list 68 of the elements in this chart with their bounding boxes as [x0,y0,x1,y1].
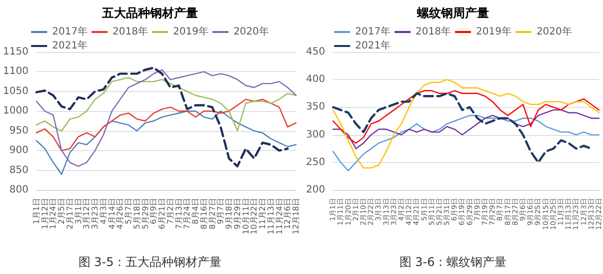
x-tick-label: 2月17日 [65,198,74,230]
y-tick-label: 950 [9,125,28,136]
x-tick-label: 7月2日 [166,198,175,224]
x-tick-label: 2月5日 [57,198,66,224]
legend-label: 2021年 [355,40,391,52]
y-tick-label: 350 [306,102,326,113]
line-series [332,92,592,164]
legend-label: 2019年 [476,26,512,38]
y-tick-label: 1100 [2,66,28,78]
line-series [332,109,600,150]
y-tick-label: 300 [306,129,326,140]
y-tick-label: 800 [9,184,28,196]
line-series [36,110,297,175]
x-tick-label: 11月2日 [258,198,268,230]
x-tick-label: 4月3日 [98,198,108,224]
y-tick-label: 1000 [2,106,28,117]
x-tick-label: 5月7日 [124,198,134,224]
chart-title: 五大品种钢材产量 [101,6,198,20]
x-tick-label: 12月6日 [283,198,292,230]
y-tick-label: 1150 [2,46,28,58]
y-tick-label: 900 [9,145,28,156]
x-tick-label: 6月21日 [158,198,167,230]
y-tick-label: 200 [306,184,326,196]
x-tick-label: 3月12日 [82,198,92,230]
x-tick-label: 5月18日 [132,198,142,230]
legend-label: 2017年 [52,26,88,38]
x-tick-label: 3月23日 [90,198,100,230]
x-tick-label: 10月22日 [250,198,259,234]
x-tick-label: 4月26日 [116,198,125,230]
x-tick-label: 11月24日 [274,198,284,234]
x-tick-label: 7月13日 [174,198,184,230]
line-series [36,77,297,132]
legend-label: 2017年 [355,26,391,38]
legend-label: 2020年 [233,26,269,38]
x-tick-label: 9月18日 [224,198,234,230]
legend-label: 2018年 [416,26,452,38]
y-tick-label: 250 [306,156,326,168]
line-series [332,90,600,144]
line-series [332,79,600,169]
legend-label: 2020年 [536,26,572,38]
y-tick-label: 850 [9,164,28,176]
y-tick-label: 450 [306,46,326,58]
x-tick-label: 1月1日 [32,198,41,224]
x-tick-label: 3月1日 [74,198,83,224]
x-tick-label: 1月12日 [40,198,50,230]
x-tick-label: 1月24日 [48,198,58,230]
x-tick-label: 8月16日 [199,198,208,230]
chart-title: 螺纹钢周产量 [416,6,489,20]
x-tick-label: 6月9日 [149,198,158,224]
legend-label: 2021年 [52,40,88,52]
y-tick-label: 1050 [2,86,28,97]
line-series [36,98,297,152]
caption: 图 3-6：螺纹钢产量 [399,255,507,269]
x-tick-label: 11月13日 [266,198,276,234]
x-tick-label: 9月7日 [216,198,226,224]
x-tick-label: 10月11日 [241,198,250,234]
legend-label: 2019年 [173,26,208,38]
x-tick-label: 5月29日 [140,198,150,230]
x-tick-label: 7月24日 [182,198,192,230]
y-tick-label: 400 [306,74,326,86]
legend-label: 2018年 [112,26,148,38]
x-tick-label: 8月27日 [208,198,217,230]
x-tick-label: 12月18日 [292,198,300,234]
x-tick-label: 4月14日 [107,198,116,230]
x-tick-label: 8月4日 [191,198,200,224]
line-series [332,114,600,172]
x-tick-label: 9月29日 [232,198,242,230]
caption: 图 3-5：五大品种钢材产量 [78,255,222,269]
